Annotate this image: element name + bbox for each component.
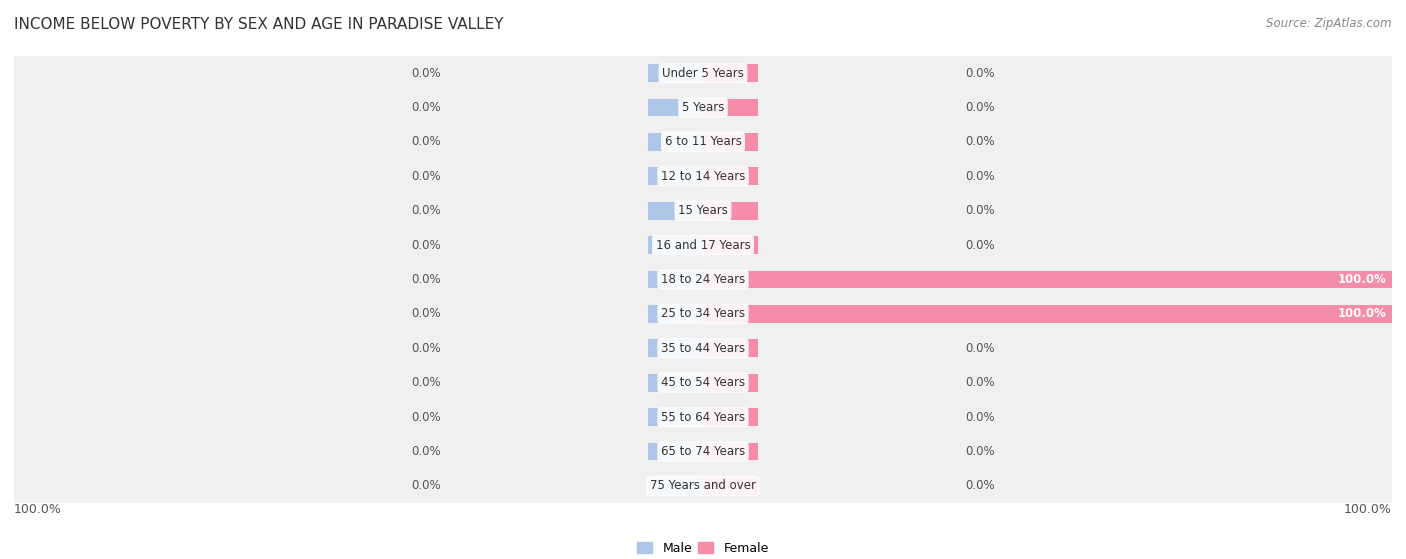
Text: 0.0%: 0.0% xyxy=(412,239,441,252)
Text: 0.0%: 0.0% xyxy=(965,204,994,217)
Text: 0.0%: 0.0% xyxy=(965,445,994,458)
Bar xyxy=(14,125,1392,159)
Bar xyxy=(648,408,703,426)
Bar xyxy=(648,133,703,151)
Bar xyxy=(703,202,758,220)
Text: 5 Years: 5 Years xyxy=(682,101,724,114)
Text: 0.0%: 0.0% xyxy=(965,480,994,492)
Bar xyxy=(703,271,1392,288)
Text: INCOME BELOW POVERTY BY SEX AND AGE IN PARADISE VALLEY: INCOME BELOW POVERTY BY SEX AND AGE IN P… xyxy=(14,17,503,32)
Text: 0.0%: 0.0% xyxy=(412,273,441,286)
Bar xyxy=(648,64,703,82)
Text: 100.0%: 100.0% xyxy=(1344,503,1392,516)
Bar xyxy=(648,98,703,116)
Bar xyxy=(703,236,758,254)
Text: 0.0%: 0.0% xyxy=(412,376,441,389)
Text: 0.0%: 0.0% xyxy=(965,135,994,148)
Bar xyxy=(14,56,1392,91)
Legend: Male, Female: Male, Female xyxy=(637,542,769,555)
Text: 0.0%: 0.0% xyxy=(412,101,441,114)
Text: 45 to 54 Years: 45 to 54 Years xyxy=(661,376,745,389)
Bar xyxy=(14,228,1392,262)
Text: 0.0%: 0.0% xyxy=(412,411,441,424)
Bar xyxy=(703,133,758,151)
Text: 0.0%: 0.0% xyxy=(412,135,441,148)
Text: 0.0%: 0.0% xyxy=(965,342,994,355)
Bar xyxy=(703,477,758,495)
Bar xyxy=(703,64,758,82)
Bar xyxy=(14,193,1392,228)
Bar xyxy=(703,339,758,357)
Text: 0.0%: 0.0% xyxy=(412,445,441,458)
Text: 25 to 34 Years: 25 to 34 Years xyxy=(661,307,745,320)
Text: 15 Years: 15 Years xyxy=(678,204,728,217)
Bar xyxy=(703,167,758,185)
Text: 0.0%: 0.0% xyxy=(412,67,441,79)
Text: 65 to 74 Years: 65 to 74 Years xyxy=(661,445,745,458)
Bar xyxy=(648,374,703,392)
Bar xyxy=(14,400,1392,434)
Text: 55 to 64 Years: 55 to 64 Years xyxy=(661,411,745,424)
Bar xyxy=(703,305,1392,323)
Text: 16 and 17 Years: 16 and 17 Years xyxy=(655,239,751,252)
Text: 0.0%: 0.0% xyxy=(412,204,441,217)
Bar xyxy=(648,443,703,461)
Text: 12 to 14 Years: 12 to 14 Years xyxy=(661,170,745,183)
Text: 0.0%: 0.0% xyxy=(965,239,994,252)
Bar xyxy=(703,443,758,461)
Text: Under 5 Years: Under 5 Years xyxy=(662,67,744,79)
Text: 100.0%: 100.0% xyxy=(14,503,62,516)
Bar xyxy=(703,98,758,116)
Text: 0.0%: 0.0% xyxy=(965,411,994,424)
Bar xyxy=(14,262,1392,297)
Text: 35 to 44 Years: 35 to 44 Years xyxy=(661,342,745,355)
Text: 0.0%: 0.0% xyxy=(965,376,994,389)
Bar xyxy=(14,468,1392,503)
Text: 0.0%: 0.0% xyxy=(965,170,994,183)
Bar xyxy=(14,331,1392,366)
Bar xyxy=(648,305,703,323)
Bar xyxy=(648,477,703,495)
Bar xyxy=(14,297,1392,331)
Text: 6 to 11 Years: 6 to 11 Years xyxy=(665,135,741,148)
Text: 0.0%: 0.0% xyxy=(965,101,994,114)
Bar xyxy=(648,167,703,185)
Text: 75 Years and over: 75 Years and over xyxy=(650,480,756,492)
Bar xyxy=(14,159,1392,193)
Bar xyxy=(648,236,703,254)
Text: 100.0%: 100.0% xyxy=(1337,273,1386,286)
Bar xyxy=(648,339,703,357)
Bar xyxy=(648,202,703,220)
Text: 0.0%: 0.0% xyxy=(412,342,441,355)
Bar xyxy=(14,366,1392,400)
Bar xyxy=(703,374,758,392)
Text: 0.0%: 0.0% xyxy=(412,480,441,492)
Bar xyxy=(14,434,1392,468)
Text: 0.0%: 0.0% xyxy=(412,307,441,320)
Bar xyxy=(703,408,758,426)
Text: Source: ZipAtlas.com: Source: ZipAtlas.com xyxy=(1267,17,1392,30)
Text: 18 to 24 Years: 18 to 24 Years xyxy=(661,273,745,286)
Bar xyxy=(14,91,1392,125)
Bar xyxy=(648,271,703,288)
Text: 0.0%: 0.0% xyxy=(965,67,994,79)
Text: 100.0%: 100.0% xyxy=(1337,307,1386,320)
Text: 0.0%: 0.0% xyxy=(412,170,441,183)
